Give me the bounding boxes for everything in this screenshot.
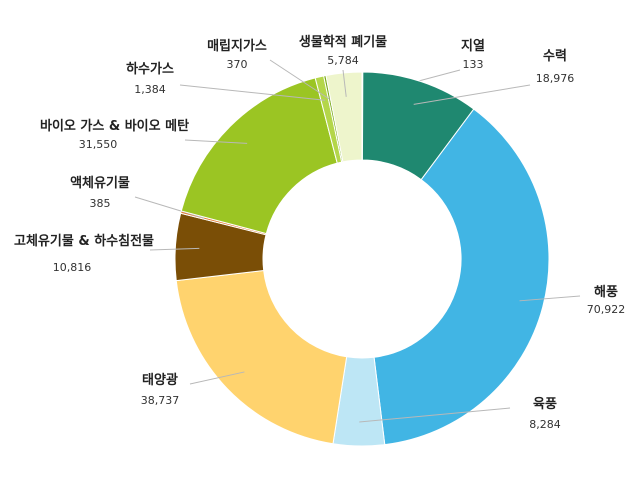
value-label: 38,737 <box>141 394 180 407</box>
category-label: 수력 <box>543 49 567 64</box>
category-label: 태양광 <box>142 373 178 388</box>
category-label: 매립지가스 <box>207 39 267 54</box>
value-label: 70,922 <box>587 303 626 316</box>
leader-line <box>342 69 347 97</box>
leader-line <box>134 196 205 219</box>
value-label: 1,384 <box>134 83 166 96</box>
donut-slice-해풍 <box>373 108 550 446</box>
leader-line <box>189 371 245 385</box>
value-label: 385 <box>90 197 111 210</box>
leader-line <box>413 84 531 105</box>
category-label: 고체유기물 & 하수침전물 <box>14 233 154 249</box>
leader-line <box>149 247 200 251</box>
category-label: 지열 <box>461 38 485 54</box>
value-label: 8,284 <box>529 418 561 431</box>
leader-line <box>179 84 325 101</box>
value-label: 18,976 <box>536 72 575 85</box>
value-label: 10,816 <box>53 261 92 274</box>
leader-line <box>184 139 248 144</box>
value-label: 5,784 <box>327 54 359 67</box>
category-label: 해풍 <box>594 284 618 300</box>
donut-slice-바이오-가스-바이오-메탄 <box>180 77 338 235</box>
leader-line <box>359 407 511 423</box>
leader-line <box>519 295 581 302</box>
leader-line <box>269 59 330 100</box>
category-label: 하수가스 <box>126 61 174 77</box>
donut-slice-태양광 <box>175 269 348 445</box>
value-label: 133 <box>463 58 484 71</box>
category-label: 육풍 <box>533 396 557 412</box>
value-label: 370 <box>227 58 248 71</box>
donut-slice-생물학적-폐기물 <box>325 71 363 163</box>
category-label: 생물학적 폐기물 <box>299 34 387 50</box>
category-label: 바이오 가스 & 바이오 메탄 <box>40 118 189 134</box>
value-label: 31,550 <box>79 138 118 151</box>
category-label: 액체유기물 <box>70 176 130 191</box>
